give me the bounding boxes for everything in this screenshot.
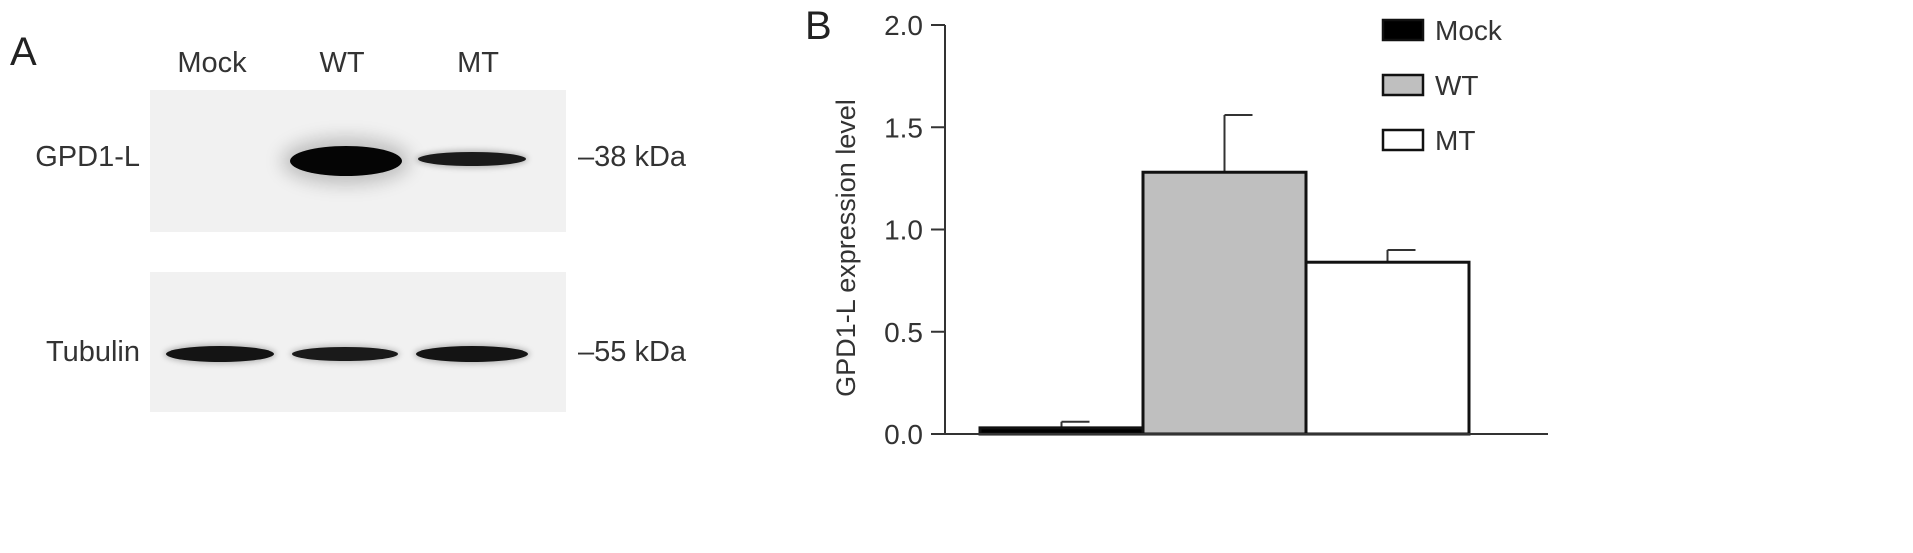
lane-label-wt: WT xyxy=(319,47,365,79)
legend-swatch-mt xyxy=(1381,128,1425,152)
y-tick-label: 1.0 xyxy=(884,215,923,246)
lane-label-mt: MT xyxy=(457,47,499,79)
panel-b-letter: B xyxy=(805,4,832,48)
legend-label-wt: WT xyxy=(1435,70,1479,101)
blot-tubulin xyxy=(150,272,566,412)
row-label-tubulin: Tubulin xyxy=(45,336,140,368)
y-axis: 0.0 0.5 1.0 1.5 2.0 xyxy=(884,10,945,450)
y-tick-label: 0.0 xyxy=(884,419,923,450)
legend-swatch-mock xyxy=(1381,18,1425,42)
y-tick-label: 2.0 xyxy=(884,10,923,41)
band-tubulin-mock xyxy=(166,346,274,362)
band-gpd1l-wt xyxy=(290,146,402,176)
bar-wt xyxy=(1141,170,1308,436)
mw-label-38kda: –38 kDa xyxy=(578,141,687,173)
blot-gpd1l xyxy=(150,90,566,232)
legend-label-mock: Mock xyxy=(1435,15,1503,46)
y-axis-label: GPD1-L expression level xyxy=(831,99,861,397)
lane-label-mock: Mock xyxy=(177,47,247,79)
band-tubulin-mt xyxy=(416,346,528,362)
bars xyxy=(978,113,1471,436)
legend-swatch-wt xyxy=(1381,73,1425,97)
band-tubulin-wt xyxy=(292,347,398,361)
y-tick-label: 0.5 xyxy=(884,317,923,348)
panel-a-letter: A xyxy=(10,30,37,74)
legend-label-mt: MT xyxy=(1435,125,1475,156)
bar-mt xyxy=(1304,260,1471,436)
y-tick-label: 1.5 xyxy=(884,112,923,143)
band-gpd1l-mt xyxy=(418,152,526,166)
mw-label-55kda: –55 kDa xyxy=(578,336,687,368)
row-label-gpd1l: GPD1-L xyxy=(35,141,140,173)
legend: Mock WT MT xyxy=(1381,15,1503,156)
